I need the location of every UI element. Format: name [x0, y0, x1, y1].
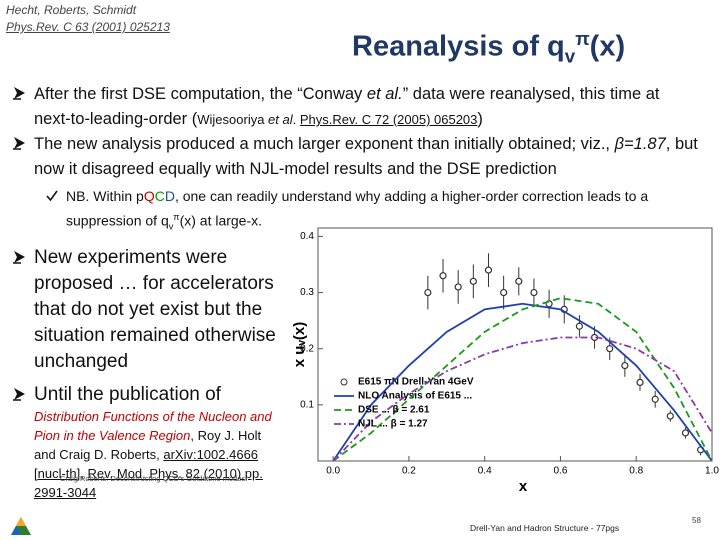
text: Distribution Functions of the Nucleon an…	[34, 409, 272, 443]
text: , one can readily understand why adding …	[66, 188, 649, 229]
data-point	[500, 288, 508, 297]
data-point	[484, 266, 493, 274]
data-point	[666, 412, 674, 420]
data-point	[439, 272, 447, 280]
footer-center: Drell-Yan and Hadron Structure - 77pgs	[470, 523, 620, 533]
reference: Phys.Rev. C 63 (2001) 025213	[6, 20, 170, 34]
text: , but now it disagreed equally with NJL-…	[34, 135, 698, 178]
legend-label: DSE ... β = 2.61	[358, 405, 430, 416]
text: C	[154, 188, 165, 204]
text: , Roy J. Holt and Craig D. Roberts,	[34, 428, 262, 462]
data-point	[606, 345, 614, 353]
x-tick-label: 0.2	[402, 466, 416, 477]
legend-marker	[340, 378, 348, 386]
y-tick-label: 0.4	[300, 231, 314, 242]
y-axis-label: x uᵥ(x)	[291, 322, 308, 367]
bullet: New experiments were proposed … for acce…	[34, 245, 296, 375]
legend-label: E615 πN Drell-Yan 4GeV	[358, 377, 474, 388]
page-number: 58	[692, 516, 701, 525]
text: π	[173, 212, 180, 222]
data-point	[651, 395, 659, 403]
citation: Distribution Functions of the Nucleon an…	[34, 407, 284, 502]
x-tick-label: 0.0	[326, 466, 340, 477]
y-tick-label: 0.3	[300, 287, 314, 298]
text: ,	[80, 466, 88, 481]
bullet-arrow	[13, 388, 25, 401]
data-point	[469, 277, 477, 285]
x-tick-label: 0.8	[629, 466, 643, 477]
title-text: Reanalysis of q	[352, 30, 565, 63]
bullet: The new analysis produced a much larger …	[34, 132, 714, 182]
data-point	[621, 361, 629, 370]
text: ” data were reanalysed, this time at nex…	[34, 85, 660, 128]
y-tick-label: 0.1	[300, 399, 314, 410]
text: D	[164, 188, 175, 204]
title-sub: v	[564, 45, 576, 67]
curve	[332, 302, 713, 462]
legend-label: NLO Analysis of E615 ...	[358, 391, 472, 402]
x-tick-label: 0.4	[478, 466, 492, 477]
x-tick-label: 0.6	[554, 466, 568, 477]
bullet-arrow	[13, 87, 25, 100]
note: NB. Within pQCD, one can readily underst…	[66, 186, 666, 237]
x-axis-label: x	[519, 478, 528, 495]
text: et al	[268, 112, 293, 127]
slide-title: Reanalysis of qvπ(x)	[352, 28, 625, 67]
data-point	[515, 277, 523, 285]
text: After the first DSE computation, the “Co…	[34, 85, 367, 103]
check-mark	[46, 190, 58, 202]
text: v	[168, 221, 174, 232]
y-tick-label: 0.2	[300, 343, 314, 354]
data-point	[575, 322, 584, 330]
text: β=1.87	[614, 135, 666, 153]
link[interactable]: arXiv:1002.4666 [nucl-th]	[34, 447, 259, 481]
plot-frame	[317, 227, 713, 462]
data-point	[530, 288, 538, 297]
text: Until the publication of	[34, 384, 221, 405]
data-point	[454, 283, 462, 291]
link[interactable]: Rev. Mod. Phys. 82 (2010) pp. 2991-3044	[34, 466, 263, 500]
data-point	[681, 429, 690, 437]
bullet: Until the publication of	[34, 382, 296, 408]
title-sup: π	[575, 28, 590, 49]
text: New experiments were proposed … for acce…	[34, 247, 276, 372]
bullet-arrow	[13, 137, 25, 150]
data-point	[636, 378, 644, 386]
link[interactable]: Phys.Rev. C 72 (2005) 065203	[299, 112, 478, 127]
text: Wijesooriya	[197, 112, 269, 127]
bullet-arrow	[13, 251, 25, 264]
text: NB. Within p	[66, 188, 144, 204]
curve	[332, 336, 713, 462]
text: (x) at large-x.	[179, 212, 263, 229]
text: Q	[143, 188, 155, 204]
logo	[11, 517, 31, 535]
title-tail: (x)	[589, 30, 626, 63]
text: )	[477, 110, 483, 128]
text: The new analysis produced a much larger …	[34, 135, 615, 153]
footer-left: Craig Roberts: Deconstructing QCD's Gold…	[60, 474, 246, 483]
curve	[332, 297, 713, 462]
text: .	[292, 112, 300, 127]
bullet: After the first DSE computation, the “Co…	[34, 82, 694, 132]
legend-label: NJL ... β = 1.27	[358, 419, 428, 430]
authors: Hecht, Roberts, Schmidt	[6, 3, 137, 17]
x-tick-label: 1.0	[705, 466, 719, 477]
text: et al.	[366, 85, 403, 103]
data-point	[424, 288, 432, 297]
